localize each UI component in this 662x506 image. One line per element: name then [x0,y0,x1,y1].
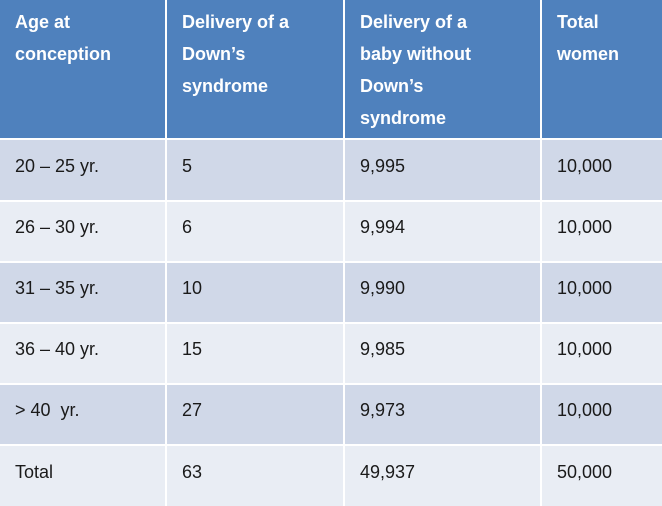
table-cell: > 40 yr. [0,385,165,444]
header-text: Delivery of a [360,12,468,32]
table-cell: 9,985 [345,324,540,383]
table-cell: 5 [167,140,343,200]
header-text: Down’s [360,76,424,96]
header-text: Delivery of a [182,12,290,32]
table-cell: 36 – 40 yr. [0,324,165,383]
table-cell: 63 [167,446,343,506]
header-cell: Total women [542,0,662,138]
header-text: syndrome [360,108,447,128]
table-cell: 26 – 30 yr. [0,202,165,261]
table-cell: 10,000 [542,202,662,261]
table-cell: 6 [167,202,343,261]
header-cell: Age at conception [0,0,165,138]
table-cell: 10,000 [542,324,662,383]
header-text: Down’s [182,44,246,64]
header-text: women [557,44,620,64]
table-cell: 27 [167,385,343,444]
header-cell: Delivery of a Down’s syndrome [167,0,343,138]
table-cell: 10 [167,263,343,322]
table-cell: 9,995 [345,140,540,200]
header-text: Age at [15,12,71,32]
table-cell: 50,000 [542,446,662,506]
table-cell: 15 [167,324,343,383]
header-text: Total [557,12,599,32]
header-text: baby without [360,44,471,64]
table-cell: 9,994 [345,202,540,261]
table-cell: Total [0,446,165,506]
table-cell: 49,937 [345,446,540,506]
table-cell: 31 – 35 yr. [0,263,165,322]
table-cell: 10,000 [542,263,662,322]
header-text: conception [15,44,112,64]
table-cell: 9,990 [345,263,540,322]
table-cell: 10,000 [542,385,662,444]
table-cell: 10,000 [542,140,662,200]
table-cell: 9,973 [345,385,540,444]
header-text: syndrome [182,76,269,96]
header-cell: Delivery of a baby without Down’s syndrome [345,0,540,138]
table-cell: 20 – 25 yr. [0,140,165,200]
